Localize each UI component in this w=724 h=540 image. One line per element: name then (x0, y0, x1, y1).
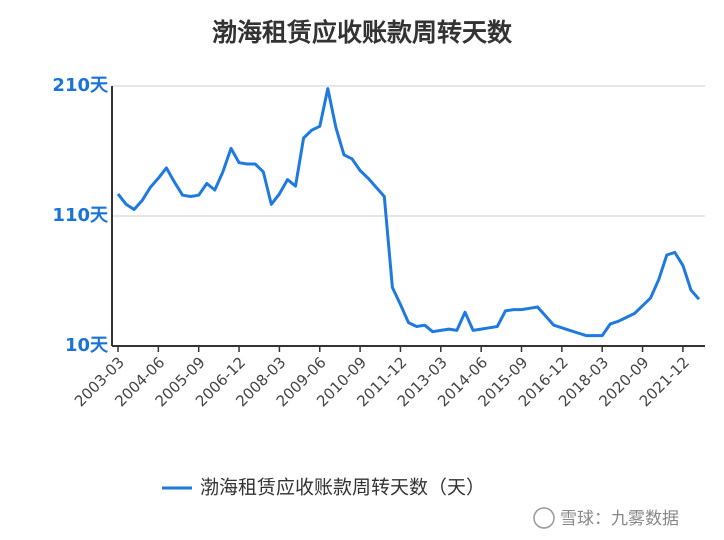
series-line (116, 87, 701, 338)
watermark-text: 雪球：九雾数据 (560, 509, 679, 529)
y-tick-label: 110天 (52, 205, 109, 226)
chart-title: 渤海租赁应收账款周转天数 (212, 18, 513, 47)
watermark: 雪球：九雾数据 (533, 507, 679, 529)
legend-label: 渤海租赁应收账款周转天数（天） (200, 477, 485, 499)
watermark-icon (533, 507, 555, 529)
y-tick-label: 10天 (65, 335, 109, 356)
y-tick-label: 210天 (52, 75, 109, 96)
